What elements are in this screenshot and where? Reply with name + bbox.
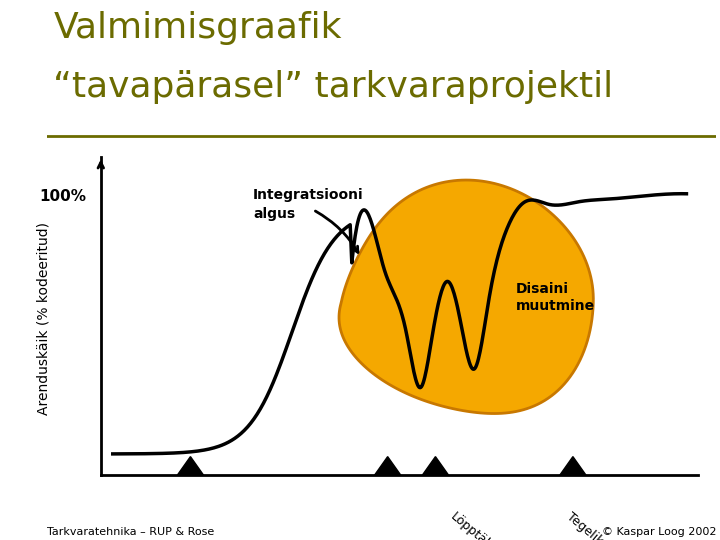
Text: © Kaspar Loog 2002: © Kaspar Loog 2002 — [602, 527, 716, 537]
Text: Disaini
muutmine: Disaini muutmine — [516, 282, 595, 313]
Text: Valmimisgraafik: Valmimisgraafik — [53, 11, 342, 45]
Text: “tavapärasel” tarkvaraprojektil: “tavapärasel” tarkvaraprojektil — [53, 70, 613, 104]
Polygon shape — [177, 457, 204, 475]
Text: 100%: 100% — [39, 189, 86, 204]
Text: Integratsiooni
algus: Integratsiooni algus — [253, 188, 364, 221]
Text: Arenduskäik (% kodeeritud): Arenduskäik (% kodeeritud) — [36, 222, 50, 415]
Polygon shape — [339, 180, 593, 414]
Text: Tegelik tähtaeg: Tegelik tähtaeg — [564, 510, 646, 540]
Text: Tarkvaratehnika – RUP & Rose: Tarkvaratehnika – RUP & Rose — [47, 527, 214, 537]
Polygon shape — [374, 457, 401, 475]
Polygon shape — [559, 457, 586, 475]
Text: Löpptähtaeg: Löpptähtaeg — [447, 510, 516, 540]
Polygon shape — [423, 457, 449, 475]
